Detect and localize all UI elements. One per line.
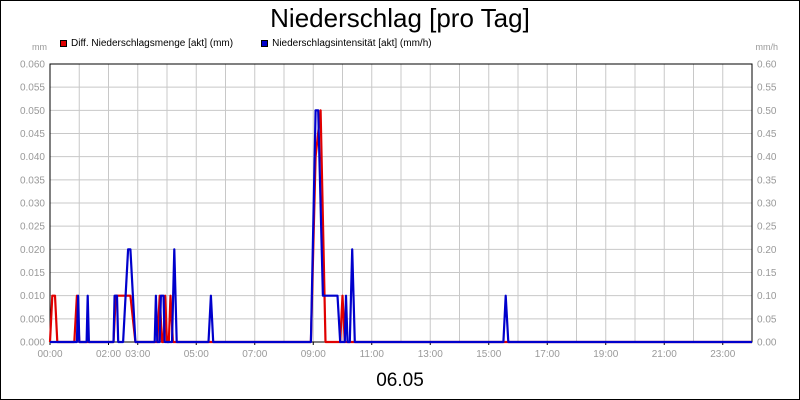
series-line-niederschlagsmenge bbox=[48, 109, 752, 344]
x-tick-label: 21:00 bbox=[652, 349, 677, 360]
legend-swatch-red bbox=[60, 40, 67, 47]
y-right-tick-label: 0.45 bbox=[757, 129, 777, 140]
x-tick-label: 17:00 bbox=[535, 349, 560, 360]
y-left-tick-label: 0.020 bbox=[20, 245, 45, 256]
y-left-tick-label: 0.055 bbox=[20, 83, 45, 94]
y-left-tick-label: 0.025 bbox=[20, 222, 45, 233]
y-left-tick-label: 0.040 bbox=[20, 152, 45, 163]
y-right-unit: mm/h bbox=[755, 42, 779, 52]
y-right-tick-label: 0.00 bbox=[757, 338, 777, 349]
y-right-tick-label: 0.30 bbox=[757, 199, 777, 210]
x-tick-label: 05:00 bbox=[184, 349, 209, 360]
series-line-niederschlagsintensitaet bbox=[50, 109, 752, 344]
x-tick-label: 15:00 bbox=[476, 349, 501, 360]
legend-item-mm: Diff. Niederschlagsmenge [akt] (mm) bbox=[60, 38, 233, 49]
y-left-tick-label: 0.050 bbox=[20, 106, 45, 117]
y-right-tick-label: 0.25 bbox=[757, 222, 777, 233]
y-left-tick-label: 0.010 bbox=[20, 291, 45, 302]
legend-label-mm: Diff. Niederschlagsmenge [akt] (mm) bbox=[71, 38, 234, 49]
y-right-tick-label: 0.35 bbox=[757, 175, 777, 186]
y-left-tick-label: 0.045 bbox=[20, 129, 45, 140]
y-right-tick-label: 0.05 bbox=[757, 314, 777, 325]
y-right-tick-label: 0.20 bbox=[757, 245, 777, 256]
legend-label-intensity: Niederschlagsintensität [akt] (mm/h) bbox=[272, 38, 432, 49]
x-tick-label: 19:00 bbox=[593, 349, 618, 360]
y-right-tick-label: 0.55 bbox=[757, 83, 777, 94]
x-tick-label: 09:00 bbox=[301, 349, 326, 360]
y-left-tick-label: 0.035 bbox=[20, 175, 45, 186]
y-right-tick-label: 0.50 bbox=[757, 106, 777, 117]
x-axis-date-label: 06.05 bbox=[376, 370, 424, 391]
x-tick-label: 00:00 bbox=[37, 349, 62, 360]
x-tick-label: 07:00 bbox=[242, 349, 267, 360]
y-left-tick-label: 0.005 bbox=[20, 314, 45, 325]
legend: Diff. Niederschlagsmenge [akt] (mm) Nied… bbox=[60, 38, 432, 49]
y-left-unit: mm bbox=[32, 42, 47, 52]
y-right-tick-label: 0.10 bbox=[757, 291, 777, 302]
x-tick-label: 03:00 bbox=[125, 349, 150, 360]
legend-swatch-blue bbox=[261, 40, 269, 47]
y-right-tick-label: 0.15 bbox=[757, 268, 777, 279]
y-left-tick-label: 0.015 bbox=[20, 268, 45, 279]
x-tick-label: 11:00 bbox=[360, 349, 385, 360]
y-right-tick-label: 0.40 bbox=[757, 152, 777, 163]
x-tick-label: 23:00 bbox=[710, 349, 735, 360]
y-left-tick-label: 0.000 bbox=[20, 338, 45, 349]
chart-title: Niederschlag [pro Tag] bbox=[270, 3, 530, 33]
y-left-tick-label: 0.060 bbox=[20, 60, 45, 71]
y-right-tick-label: 0.60 bbox=[757, 60, 777, 71]
x-tick-label: 13:00 bbox=[418, 349, 443, 360]
x-tick-label: 02:00 bbox=[96, 349, 121, 360]
legend-item-intensity: Niederschlagsintensität [akt] (mm/h) bbox=[261, 38, 432, 49]
y-left-tick-label: 0.030 bbox=[20, 199, 45, 210]
